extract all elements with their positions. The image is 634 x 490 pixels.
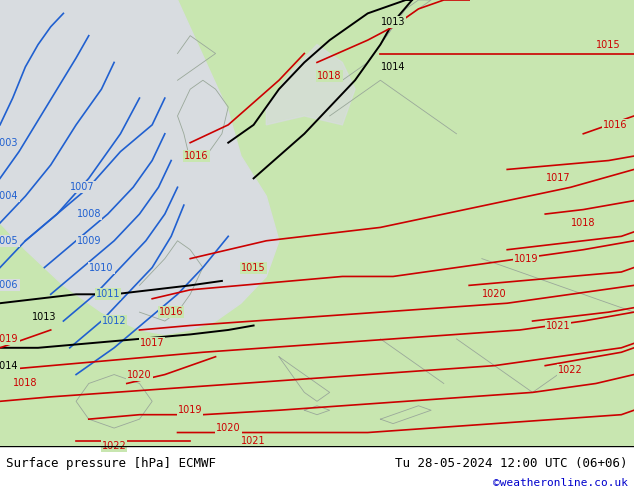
Text: 1022: 1022 <box>101 441 127 451</box>
Text: 1008: 1008 <box>77 209 101 219</box>
Text: 1021: 1021 <box>242 437 266 446</box>
Text: 1014: 1014 <box>381 62 405 72</box>
Text: 1005: 1005 <box>0 236 18 246</box>
Polygon shape <box>0 0 279 334</box>
Text: 1018: 1018 <box>318 71 342 81</box>
Text: 1019: 1019 <box>514 254 538 264</box>
Text: 1013: 1013 <box>381 17 405 27</box>
Text: 1011: 1011 <box>96 289 120 299</box>
Text: 1020: 1020 <box>482 289 507 299</box>
Text: 1006: 1006 <box>0 280 18 291</box>
Text: 1019: 1019 <box>178 405 202 415</box>
Text: 1017: 1017 <box>140 338 164 348</box>
Text: 1007: 1007 <box>70 182 94 192</box>
Text: 1019: 1019 <box>0 334 18 344</box>
Text: 1017: 1017 <box>546 173 570 183</box>
Text: 1021: 1021 <box>546 320 570 331</box>
Text: ©weatheronline.co.uk: ©weatheronline.co.uk <box>493 478 628 489</box>
Polygon shape <box>266 45 355 125</box>
Text: 1013: 1013 <box>32 312 56 321</box>
Text: 1018: 1018 <box>571 218 595 228</box>
Text: 1012: 1012 <box>102 316 126 326</box>
Text: 1018: 1018 <box>13 378 37 389</box>
Text: 1010: 1010 <box>89 263 113 272</box>
Text: 1020: 1020 <box>127 369 152 380</box>
Polygon shape <box>0 0 634 446</box>
Text: 1016: 1016 <box>159 307 183 317</box>
Text: 1022: 1022 <box>558 365 583 375</box>
Text: 1016: 1016 <box>603 120 627 130</box>
Text: 1015: 1015 <box>597 40 621 49</box>
Text: 1015: 1015 <box>242 263 266 272</box>
Text: 1004: 1004 <box>0 191 18 201</box>
Text: 1009: 1009 <box>77 236 101 246</box>
Text: 1003: 1003 <box>0 138 18 147</box>
Text: 1020: 1020 <box>216 423 240 433</box>
Text: Surface pressure [hPa] ECMWF: Surface pressure [hPa] ECMWF <box>6 457 216 470</box>
Text: Tu 28-05-2024 12:00 UTC (06+06): Tu 28-05-2024 12:00 UTC (06+06) <box>395 457 628 470</box>
Text: 1014: 1014 <box>0 361 18 370</box>
Text: 1016: 1016 <box>184 151 209 161</box>
